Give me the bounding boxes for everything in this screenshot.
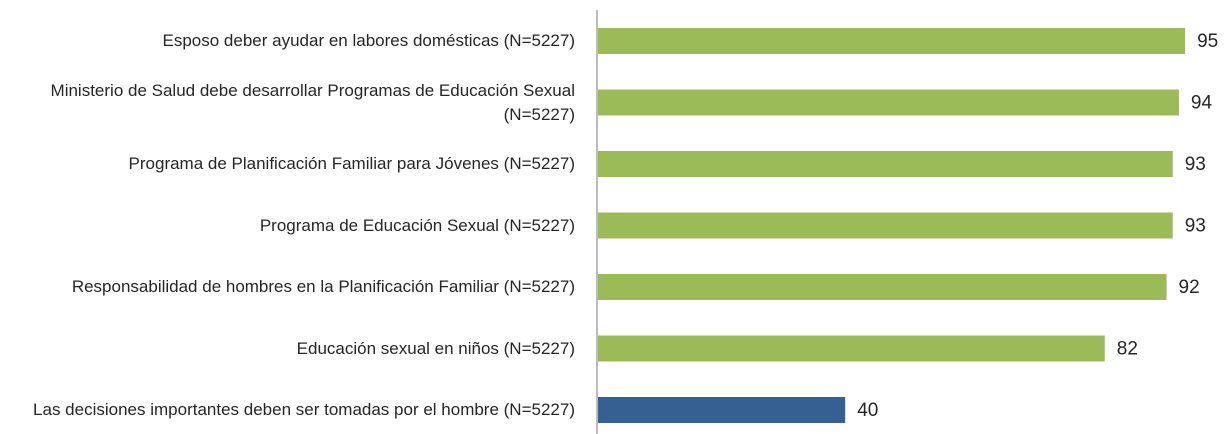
bar xyxy=(598,28,1186,54)
value-label: 95 xyxy=(1197,31,1218,52)
category-label: Las decisiones importantes deben ser tom… xyxy=(33,400,575,419)
value-label: 40 xyxy=(857,400,878,421)
value-label: 93 xyxy=(1185,216,1206,237)
value-label: 93 xyxy=(1185,154,1206,175)
category-label: Educación sexual en niños (N=5227) xyxy=(296,338,575,358)
category-label: Programa de Educación Sexual (N=5227) xyxy=(259,215,575,235)
value-label: 94 xyxy=(1191,93,1213,114)
value-label: 82 xyxy=(1117,339,1138,360)
bar xyxy=(598,89,1179,116)
category-label: Ministerio de Salud debe desarrollar Pro… xyxy=(50,80,575,124)
bar xyxy=(598,397,846,423)
bar xyxy=(598,274,1167,300)
category-label: Responsabilidad de hombres en la Planifi… xyxy=(71,277,575,296)
bar xyxy=(598,212,1173,239)
bar xyxy=(598,335,1105,362)
category-label: Programa de Planificación Familiar para … xyxy=(128,154,575,173)
category-label: Esposo deber ayudar en labores doméstica… xyxy=(162,31,576,50)
value-label: 92 xyxy=(1179,277,1200,298)
bar xyxy=(598,151,1173,177)
